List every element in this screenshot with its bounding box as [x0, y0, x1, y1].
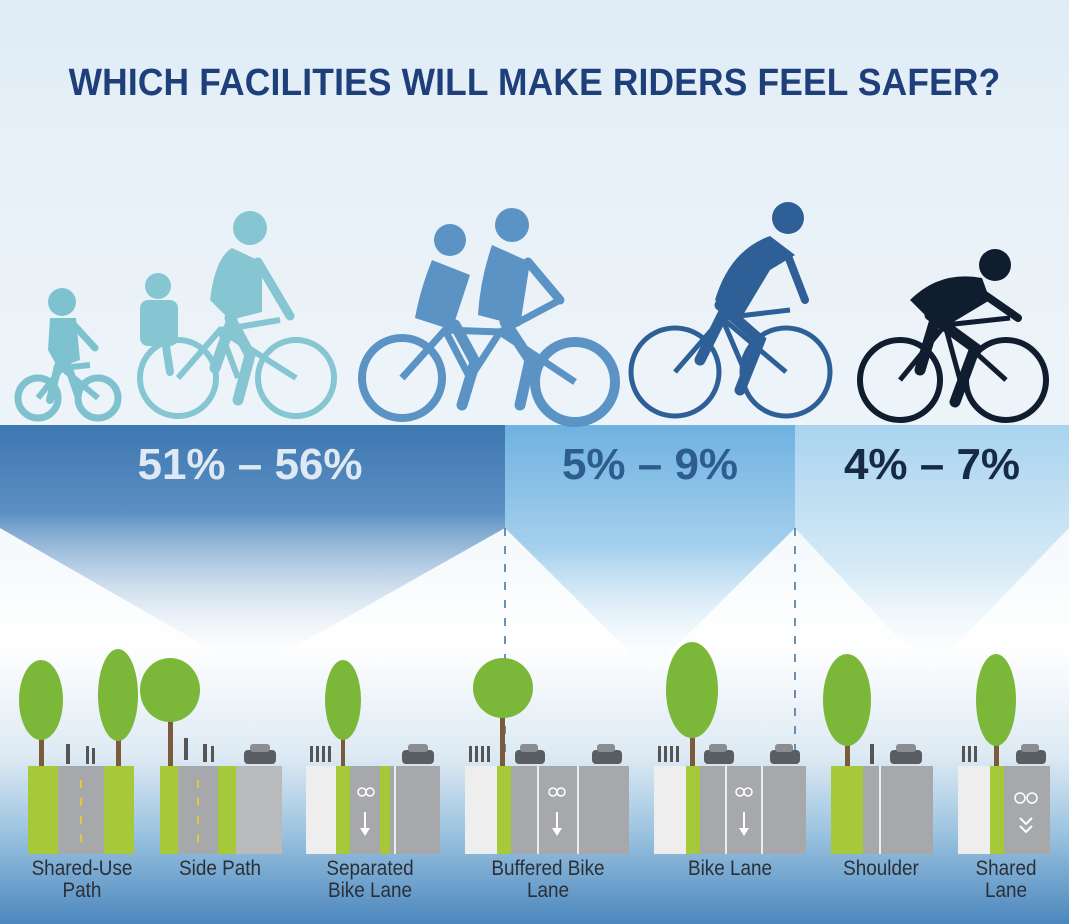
tree-icon — [98, 649, 138, 766]
pedestrian-icon — [184, 738, 214, 762]
pedestrian-icon — [962, 746, 977, 762]
car-icon — [890, 744, 922, 764]
car-icon — [770, 744, 800, 764]
bike-symbol-icon — [357, 787, 375, 797]
child-cyclist-icon — [14, 288, 122, 422]
racing-cyclist-icon — [857, 249, 1049, 423]
facility-label-shoulder: Shoulder — [843, 857, 919, 880]
sharrow-chevron-icon — [1019, 817, 1033, 834]
facility-label-side-path: Side Path — [179, 857, 261, 880]
pedestrian-icon — [469, 746, 490, 762]
facility-shared-lane — [958, 654, 1050, 854]
arrow-icon — [739, 812, 749, 836]
car-icon — [1016, 744, 1046, 764]
facility-label-shared-use-path: Shared-Use Path — [31, 857, 133, 902]
funnel-band-1 — [0, 425, 505, 672]
bike-symbol-icon — [1014, 792, 1038, 804]
percent-range-group-2: 5% – 9% — [561, 440, 739, 489]
tree-icon — [140, 658, 200, 766]
bike-symbol-icon — [548, 787, 566, 797]
facility-label-bike-lane: Bike Lane — [687, 857, 773, 880]
arrow-icon — [552, 812, 562, 836]
page-title: WHICH FACILITIES WILL MAKE RIDERS FEEL S… — [68, 62, 1001, 104]
tree-icon — [19, 660, 63, 766]
facility-separated-bike-lane — [306, 660, 440, 854]
pedestrian-icon — [870, 744, 874, 764]
facility-shared-use-path — [19, 649, 138, 854]
facility-side-path — [140, 658, 282, 854]
tree-icon — [976, 654, 1016, 766]
arrow-icon — [360, 812, 370, 836]
tree-icon — [666, 642, 718, 766]
car-icon — [592, 744, 622, 764]
car-icon — [704, 744, 734, 764]
percent-range-group-1: 51% – 56% — [137, 440, 363, 489]
tree-icon — [473, 658, 533, 766]
pedestrian-icon — [66, 744, 95, 764]
funnel-band-3 — [795, 425, 1069, 672]
car-icon — [244, 744, 276, 764]
facility-shoulder — [823, 654, 933, 854]
facility-label-buffered-bike-lane: Buffered Bike Lane — [491, 857, 605, 902]
bike-symbol-icon — [735, 787, 753, 797]
pedestrian-icon — [658, 746, 679, 762]
parent-child-cyclist-icon — [137, 211, 337, 419]
tree-icon — [325, 660, 361, 766]
pedestrian-icon — [310, 746, 331, 762]
car-icon — [402, 744, 434, 764]
tandem-cyclists-icon — [358, 208, 620, 427]
facility-bike-lane — [654, 642, 806, 854]
facility-buffered-bike-lane — [465, 658, 629, 854]
percent-range-group-3: 4% – 7% — [843, 440, 1021, 489]
facility-label-separated-bike-lane: Separated Bike Lane — [326, 857, 414, 902]
facility-label-shared-lane: Shared Lane — [975, 857, 1037, 902]
tree-icon — [823, 654, 871, 766]
commuter-cyclist-icon — [628, 202, 833, 419]
funnel-band-2 — [505, 425, 795, 672]
car-icon — [515, 744, 545, 764]
